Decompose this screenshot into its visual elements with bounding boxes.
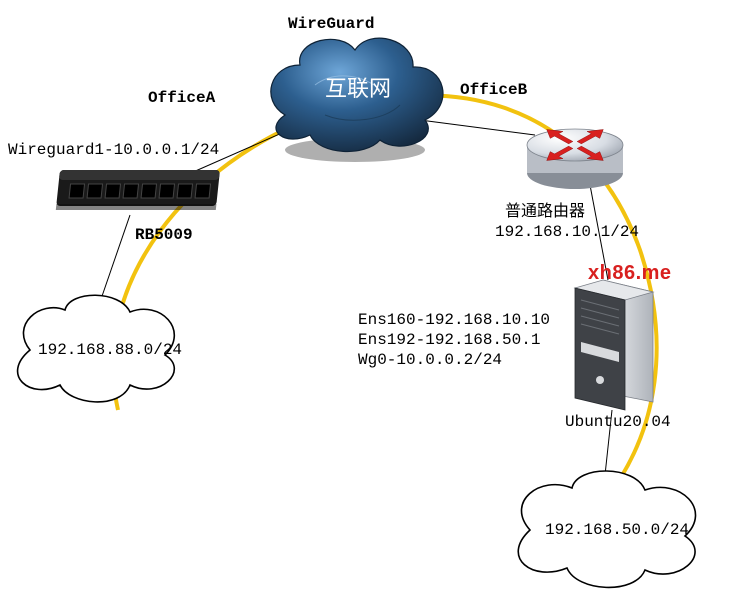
officea-wg-label: Wireguard1-10.0.0.1/24 [8, 140, 219, 161]
ubuntu-server [575, 280, 653, 410]
officea-label: OfficeA [148, 88, 215, 109]
title-label: WireGuard [288, 14, 374, 35]
diagram-stage: WireGuard 互联网 OfficeA Wireguard1-10.0.0.… [0, 0, 738, 607]
server-ens160: Ens160-192.168.10.10 [358, 310, 550, 331]
server-wg0: Wg0-10.0.0.2/24 [358, 350, 502, 371]
watermark-label: xh86.me [588, 262, 672, 285]
rb5009-label: RB5009 [135, 225, 193, 246]
subnetb-label: 192.168.50.0/24 [545, 520, 689, 541]
server-label: Ubuntu20.04 [565, 412, 671, 433]
server-ens192: Ens192-192.168.50.1 [358, 330, 540, 351]
officeb-label: OfficeB [460, 80, 527, 101]
internet-cloud-label: 互联网 [325, 75, 391, 104]
subneta-label: 192.168.88.0/24 [38, 340, 182, 361]
officeb-router-ip: 192.168.10.1/24 [495, 222, 639, 243]
officeb-router-label: 普通路由器 [505, 202, 585, 223]
